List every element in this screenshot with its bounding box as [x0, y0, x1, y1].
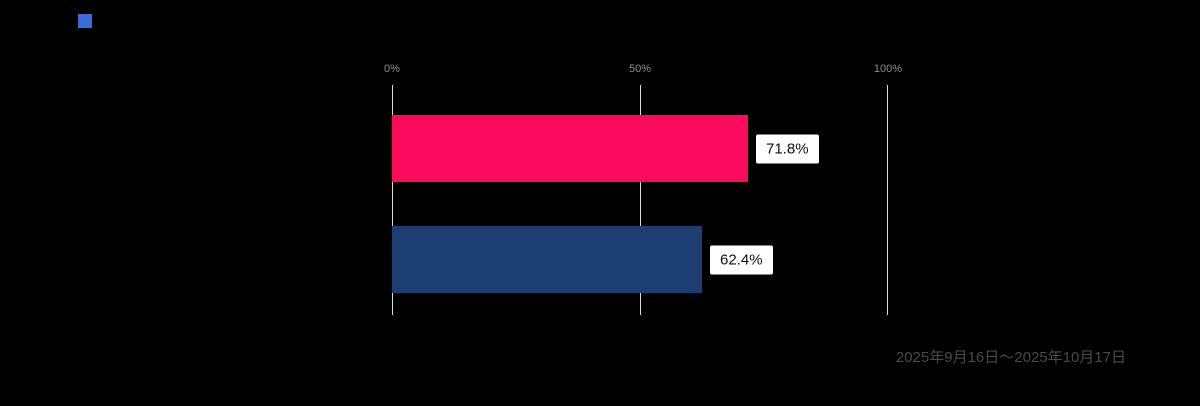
- date-range-label: 2025年9月16日～2025年10月17日: [895, 349, 1126, 366]
- bar-chart-plot-area: 0% 50% 100% 71.8% 62.4%: [384, 63, 902, 315]
- gridline-50-percent: [640, 85, 641, 315]
- bar-value-label: 62.4%: [710, 245, 773, 274]
- bar-series-navy: [392, 226, 702, 293]
- x-axis-tick-0: 0%: [384, 63, 400, 75]
- x-axis-tick-100: 100%: [873, 63, 903, 75]
- gridline-0-percent: [392, 85, 393, 315]
- bar-value-label: 71.8%: [756, 134, 819, 163]
- gridline-100-percent: [887, 85, 888, 315]
- bar-series-pink: [392, 115, 748, 182]
- x-axis-tick-50: 50%: [628, 63, 652, 75]
- legend-marker-square: [78, 14, 92, 28]
